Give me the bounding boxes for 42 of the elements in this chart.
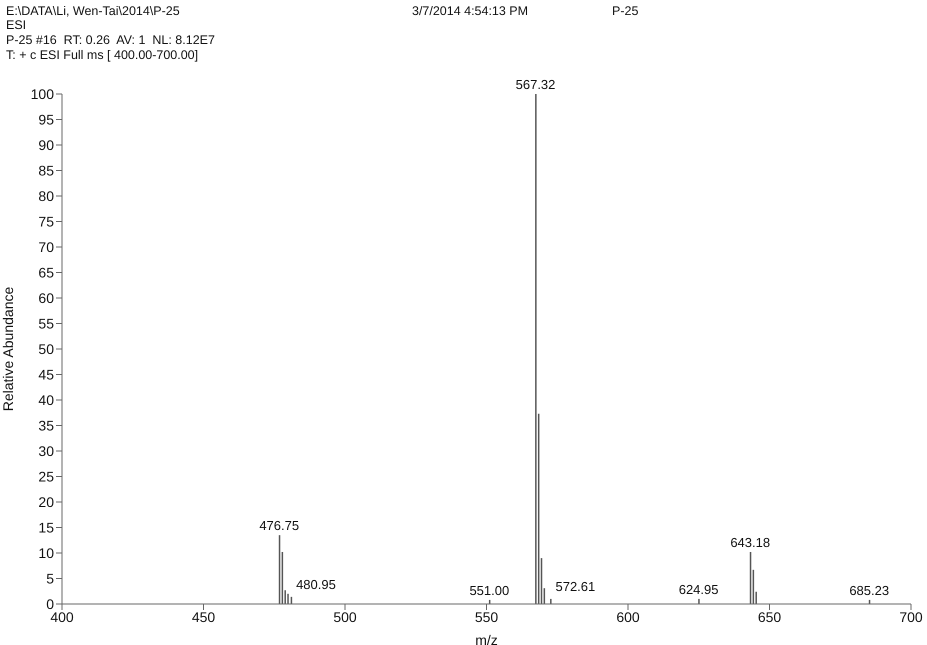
y-tick-label: 50 <box>38 340 54 357</box>
text: P-25 #16 RT: 0.26 AV: 1 NL: 8.12E7 <box>6 33 215 47</box>
annotation: 551.00 <box>469 582 510 598</box>
text: P-25 <box>612 4 638 18</box>
x-tick-label: 450 <box>192 608 216 625</box>
text: T: + c ESI Full ms [ 400.00-700.00] <box>6 48 198 62</box>
text: ESI <box>6 18 26 32</box>
y-tick-label: 55 <box>38 315 54 332</box>
y-tick-label: 35 <box>38 417 54 434</box>
annotation: 624.95 <box>678 582 718 597</box>
y-tick-label: 90 <box>38 136 54 153</box>
y-tick-label: 60 <box>38 290 54 306</box>
y-tick-label: 5 <box>46 570 54 586</box>
y-axis-title: Relative Abundance <box>0 286 16 412</box>
x-tick-label: 650 <box>758 608 782 625</box>
y-tick-label: 75 <box>38 213 54 230</box>
x-tick-label: 600 <box>616 608 640 625</box>
x-tick-label: 550 <box>474 608 498 625</box>
y-tick-label: 10 <box>38 544 54 561</box>
annotation: 480.95 <box>296 576 336 592</box>
y-tick-label: 15 <box>38 519 54 536</box>
text: 3/7/2014 4:54:13 PM <box>412 4 528 18</box>
y-tick-label: 40 <box>38 392 54 408</box>
annotation: 476.75 <box>259 518 300 534</box>
annotation: 685.23 <box>849 582 890 598</box>
y-tick-label: 25 <box>38 468 54 484</box>
x-tick-label: 700 <box>899 608 923 625</box>
x-axis-title: m/z <box>475 632 498 645</box>
y-tick-label: 30 <box>38 442 54 459</box>
annotation: 567.32 <box>516 77 556 92</box>
y-tick-label: 70 <box>38 238 54 255</box>
y-tick-label: 95 <box>38 111 54 128</box>
annotation: 643.18 <box>730 534 770 550</box>
annotation: 572.61 <box>555 578 596 594</box>
y-tick-label: 80 <box>38 188 54 204</box>
text: E:\DATA\Li, Wen-Tai\2014\P-25 <box>6 4 180 18</box>
y-tick-label: 85 <box>38 162 54 178</box>
y-tick-label: 65 <box>38 264 54 280</box>
y-tick-label: 100 <box>30 86 54 102</box>
x-tick-label: 500 <box>333 608 357 625</box>
y-tick-label: 45 <box>38 366 54 382</box>
y-tick-label: 20 <box>38 494 54 510</box>
